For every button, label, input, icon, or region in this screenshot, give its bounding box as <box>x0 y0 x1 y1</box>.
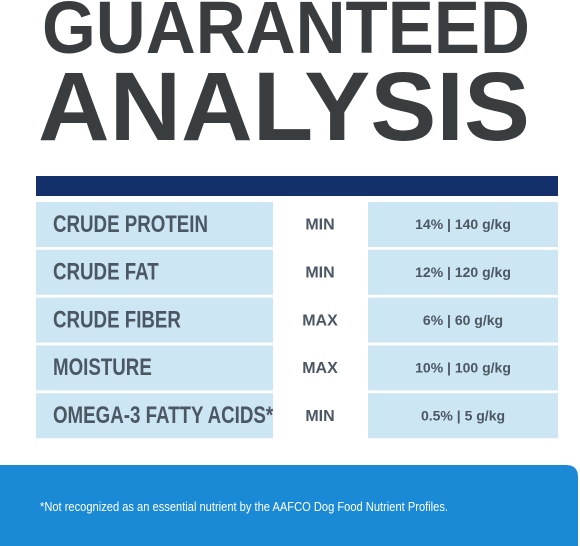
table-header-bar <box>36 176 558 196</box>
cell-bg <box>36 297 273 343</box>
title-line: ANALYSIS <box>38 52 530 161</box>
cell-bg <box>36 393 273 439</box>
cell-bg <box>36 345 273 391</box>
amount: 12% | 120 g/kg <box>415 264 511 280</box>
table: CRUDE PROTEIN MIN 14% | 140 g/kg CRUDE FAT M… <box>36 202 558 439</box>
min-max: MIN <box>305 265 334 282</box>
cell-bg <box>368 345 558 391</box>
nutrient-name: CRUDE PROTEIN <box>53 211 208 238</box>
cell-bg <box>368 297 558 343</box>
nutrient-name: CRUDE FIBER <box>53 306 181 333</box>
min-max: MAX <box>302 312 338 329</box>
footnote: *Not recognized as an essential nutrient… <box>40 500 448 514</box>
min-max: MIN <box>305 217 334 234</box>
min-max: MIN <box>305 408 334 425</box>
cell-bg <box>368 202 558 247</box>
cell-bg <box>36 249 273 295</box>
cell-bg <box>368 393 558 439</box>
amount: 14% | 140 g/kg <box>415 216 511 232</box>
amount: 0.5% | 5 g/kg <box>421 407 505 423</box>
min-max: MAX <box>302 360 338 377</box>
title-line: GUARANTEED <box>42 0 530 69</box>
amount: 6% | 60 g/kg <box>423 312 503 328</box>
nutrient-name: OMEGA-3 FATTY ACIDS* <box>53 402 274 429</box>
nutrient-name: CRUDE FAT <box>53 259 159 286</box>
footer-panel <box>0 465 578 546</box>
cell-bg <box>368 249 558 295</box>
cell-bg <box>36 202 273 247</box>
nutrient-name: MOISTURE <box>53 354 152 381</box>
amount: 10% | 100 g/kg <box>415 360 511 376</box>
